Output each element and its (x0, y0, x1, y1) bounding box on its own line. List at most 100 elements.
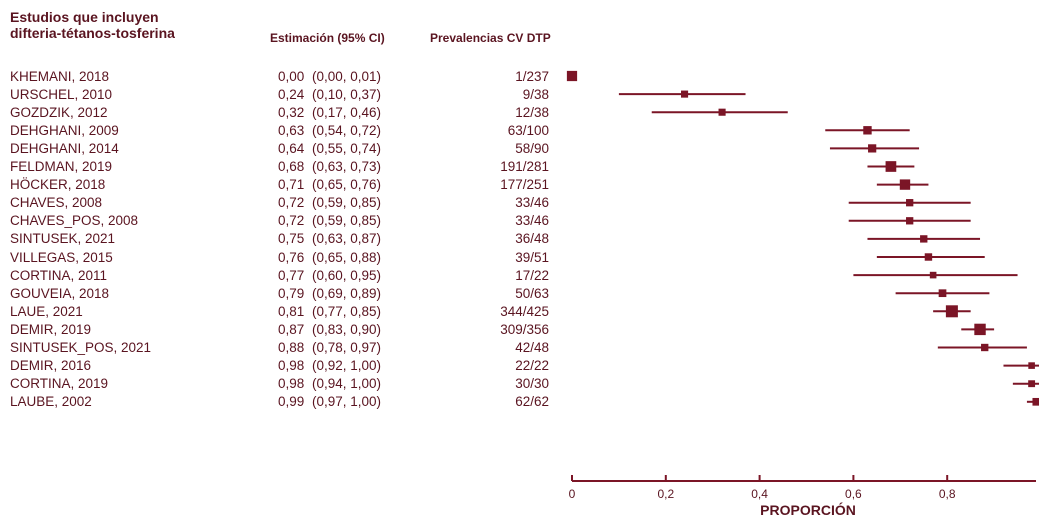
confidence-interval: (0,65, 0,76) (312, 177, 382, 193)
estimate-marker (718, 108, 726, 116)
estimate-value: 0,75 (278, 231, 305, 247)
confidence-interval: (0,63, 0,73) (312, 159, 382, 174)
estimate-value: 0,68 (278, 159, 305, 174)
confidence-interval: (0,59, 0,85) (312, 213, 382, 229)
confidence-interval: (0,97, 1,00) (312, 394, 382, 410)
estimate-value: 0,64 (278, 140, 305, 156)
estimate-value: 0,99 (278, 394, 305, 410)
estimate-value: 0,77 (278, 267, 305, 283)
study-name: CHAVES_POS, 2008 (10, 213, 139, 229)
study-name: DEMIR, 2019 (10, 321, 92, 337)
estimate-value: 0,81 (278, 303, 305, 319)
prevalence-value: 9/38 (522, 86, 549, 102)
estimate-value: 0,72 (278, 195, 305, 211)
confidence-interval: (0,10, 0,37) (312, 86, 382, 102)
study-name: CORTINA, 2019 (10, 376, 109, 392)
confidence-interval: (0,94, 1,00) (312, 376, 382, 392)
estimate-value: 0,32 (278, 104, 305, 120)
study-name: SINTUSEK_POS, 2021 (10, 340, 152, 355)
x-tick-label: 0,4 (751, 487, 768, 501)
estimate-value: 0,72 (278, 213, 305, 229)
confidence-interval: (0,55, 0,74) (312, 140, 382, 156)
prevalence-value: 1/237 (515, 68, 549, 84)
estimate-marker (974, 323, 986, 336)
study-name: CORTINA, 2011 (10, 267, 108, 283)
study-name: KHEMANI, 2018 (10, 68, 110, 84)
study-name: VILLEGAS, 2015 (10, 249, 113, 265)
estimate-value: 0,79 (278, 285, 305, 301)
prevalence-value: 17/22 (515, 267, 549, 283)
estimate-marker (906, 217, 914, 225)
x-axis-label: PROPORCIÓN (760, 501, 856, 518)
x-tick-label: 0,6 (845, 487, 862, 501)
confidence-interval: (0,54, 0,72) (312, 122, 382, 138)
estimate-value: 0,24 (278, 86, 305, 102)
estimate-marker (906, 199, 914, 207)
study-name: HÖCKER, 2018 (10, 177, 106, 193)
chart-title-line2: difteria-tétanos-tosferina (10, 25, 175, 41)
confidence-interval: (0,63, 0,87) (312, 231, 382, 247)
prevalence-value: 344/425 (500, 303, 549, 319)
x-tick-label: 0,8 (939, 487, 956, 501)
estimate-marker (566, 70, 578, 82)
estimate-marker (868, 144, 877, 153)
estimate-marker (924, 253, 933, 261)
confidence-interval: (0,83, 0,90) (312, 321, 382, 337)
prevalence-value: 12/38 (515, 104, 549, 120)
estimate-marker (945, 305, 958, 318)
estimate-marker (920, 235, 928, 243)
prevalence-value: 58/90 (515, 140, 549, 156)
estimate-marker (1032, 397, 1039, 406)
estimate-value: 0,00 (278, 68, 305, 84)
confidence-interval: (0,65, 0,88) (312, 249, 382, 265)
study-name: DEHGHANI, 2009 (10, 122, 119, 138)
study-name: GOUVEIA, 2018 (10, 285, 110, 301)
estimate-value: 0,76 (278, 249, 305, 265)
prevalence-value: 309/356 (500, 321, 549, 337)
estimate-value: 0,63 (278, 122, 305, 138)
estimate-marker (981, 343, 989, 352)
prevalence-value: 22/22 (515, 358, 549, 374)
study-name: URSCHEL, 2010 (10, 86, 113, 102)
study-name: DEMIR, 2016 (10, 358, 92, 374)
prevalence-value: 42/48 (515, 340, 549, 355)
confidence-interval: (0,92, 1,00) (312, 358, 382, 374)
estimate-value: 0,88 (278, 340, 305, 355)
study-name: CHAVES, 2008 (10, 195, 103, 211)
confidence-interval: (0,77, 0,85) (312, 303, 382, 319)
estimate-marker (1028, 380, 1036, 388)
estimate-marker (938, 289, 947, 298)
prevalence-value: 36/48 (515, 231, 549, 247)
x-tick-label: 0 (569, 487, 576, 501)
study-name: FELDMAN, 2019 (10, 159, 113, 174)
estimate-value: 0,98 (278, 358, 305, 374)
prevalence-value: 50/63 (515, 285, 549, 301)
prevalence-value: 62/62 (515, 394, 549, 410)
estimate-marker (885, 161, 897, 172)
estimate-marker (863, 126, 872, 135)
study-name: DEHGHANI, 2014 (10, 140, 119, 156)
study-name: SINTUSEK, 2021 (10, 231, 116, 247)
estimate-value: 0,98 (278, 376, 305, 392)
prevalence-value: 30/30 (515, 376, 549, 392)
study-name: LAUE, 2021 (10, 303, 83, 319)
confidence-interval: (0,17, 0,46) (312, 104, 382, 120)
confidence-interval: (0,00, 0,01) (312, 68, 382, 84)
prevalence-value: 33/46 (515, 195, 549, 211)
estimate-marker (899, 179, 911, 190)
study-name: LAUBE, 2002 (10, 394, 92, 410)
prevalence-value: 33/46 (515, 213, 549, 229)
confidence-interval: (0,59, 0,85) (312, 195, 382, 211)
prevalence-value: 191/281 (500, 159, 549, 174)
x-tick-label: 0,2 (657, 487, 674, 501)
confidence-interval: (0,78, 0,97) (312, 340, 382, 355)
estimate-value: 0,87 (278, 321, 305, 337)
estimate-value: 0,71 (278, 177, 305, 193)
estimate-column-header: Estimación (95% CI) (270, 31, 385, 45)
prevalence-value: 63/100 (507, 122, 549, 138)
estimate-marker (1028, 362, 1035, 369)
study-name: GOZDZIK, 2012 (10, 104, 108, 120)
prevalence-column-header: Prevalencias CV DTP (430, 31, 551, 45)
chart-title-line1: Estudios que incluyen (10, 9, 159, 25)
